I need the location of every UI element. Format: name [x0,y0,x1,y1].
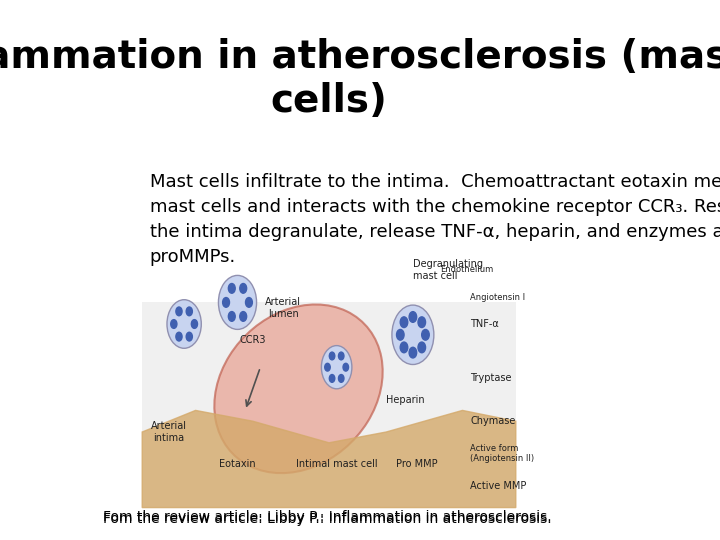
Text: Degranulating
mast cell: Degranulating mast cell [413,259,483,281]
Circle shape [176,307,182,316]
Circle shape [246,298,253,307]
Text: Active form
(Angiotensin II): Active form (Angiotensin II) [470,444,534,463]
Circle shape [409,312,417,322]
Circle shape [325,363,330,371]
Circle shape [343,363,348,371]
Circle shape [321,346,352,389]
Circle shape [218,275,256,329]
Circle shape [171,320,177,328]
Circle shape [240,312,247,321]
Circle shape [392,305,434,364]
Text: CCR3: CCR3 [240,335,266,345]
Circle shape [192,320,197,328]
Circle shape [167,300,202,348]
Circle shape [222,298,230,307]
Circle shape [329,375,335,382]
Circle shape [409,347,417,358]
Ellipse shape [215,305,382,473]
Text: Eotaxin: Eotaxin [219,460,256,469]
Circle shape [338,352,344,360]
Circle shape [186,307,192,316]
Circle shape [338,375,344,382]
Circle shape [329,352,335,360]
Circle shape [186,332,192,341]
Text: Intimal mast cell: Intimal mast cell [296,460,377,469]
Text: Endothelium: Endothelium [440,266,493,274]
Circle shape [400,342,408,353]
Circle shape [418,317,426,328]
Circle shape [397,329,404,340]
Text: Active MMP: Active MMP [470,481,526,491]
Text: Chymase: Chymase [470,416,516,426]
Text: Fom the review article: Libby P.: Inflammation in atherosclerosis.: Fom the review article: Libby P.: Inflam… [102,510,556,524]
Text: Fom the review article: Libby P.: Inflammation in atherosclerosis.: Fom the review article: Libby P.: Inflam… [102,512,556,526]
Circle shape [228,284,235,293]
Circle shape [400,317,408,328]
Text: Heparin: Heparin [386,395,425,404]
Text: Inflammation in atherosclerosis (mast
cells): Inflammation in atherosclerosis (mast ce… [0,38,720,120]
Text: Tryptase: Tryptase [470,373,512,383]
Circle shape [176,332,182,341]
Circle shape [240,284,247,293]
Text: Arterial
intima: Arterial intima [151,421,187,443]
Circle shape [422,329,429,340]
Text: Mast cells infiltrate to the intima.  Chemoattractant eotaxin mediate migration : Mast cells infiltrate to the intima. Che… [150,173,720,266]
Text: TNF-α: TNF-α [470,319,499,329]
Text: Pro MMP: Pro MMP [396,460,438,469]
Circle shape [228,312,235,321]
Text: Angiotensin I: Angiotensin I [470,293,525,301]
Polygon shape [142,410,516,508]
Circle shape [418,342,426,353]
FancyBboxPatch shape [142,302,516,508]
Text: Arterial
lumen: Arterial lumen [265,297,301,319]
